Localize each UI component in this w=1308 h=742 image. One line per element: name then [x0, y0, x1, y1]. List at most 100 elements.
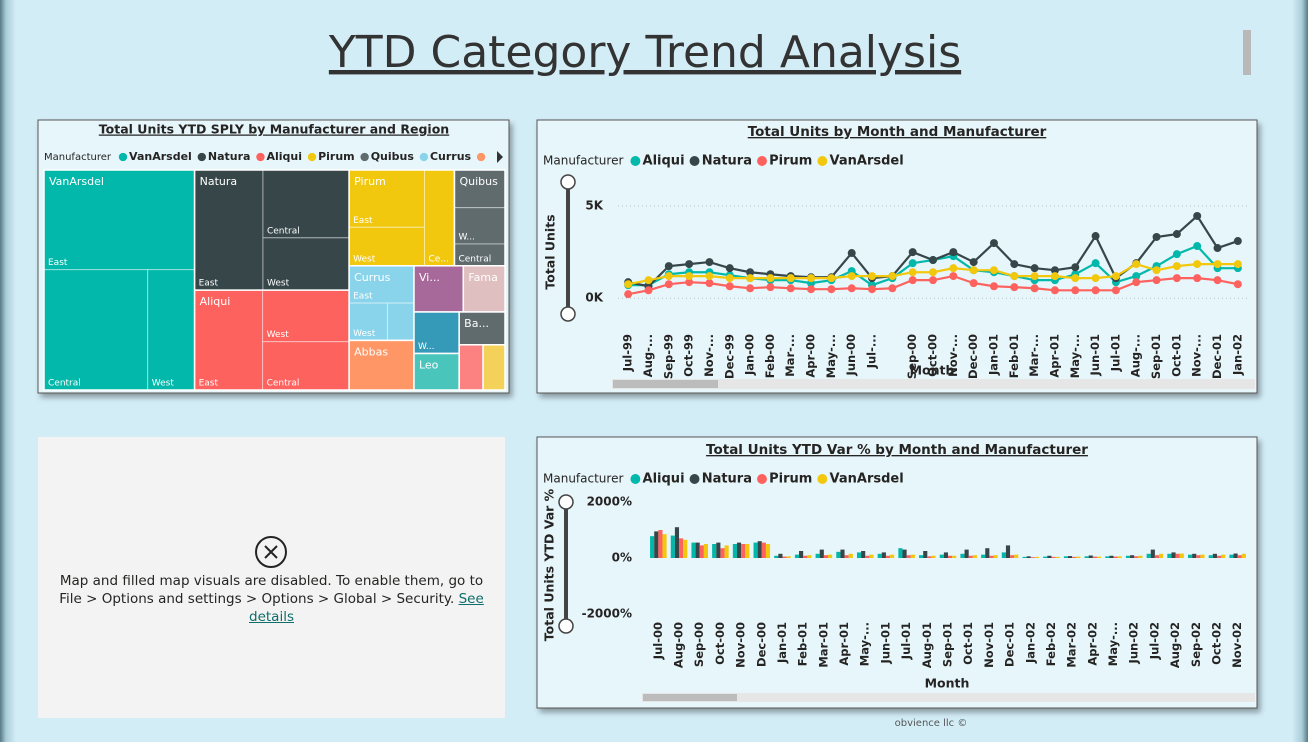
bar — [695, 542, 700, 558]
bar — [1125, 555, 1131, 558]
tile-label: W... — [458, 233, 474, 243]
x-tick-label: Jan-02 — [1023, 622, 1037, 664]
slider-handle[interactable] — [560, 174, 576, 190]
point — [847, 249, 856, 258]
bar — [807, 555, 812, 558]
x-tick-label: Feb-01 — [1007, 334, 1021, 378]
y-tick-label: 5K — [585, 198, 603, 212]
x-tick-label: Dec-00 — [754, 622, 768, 667]
bar — [1134, 556, 1139, 558]
bar — [1171, 552, 1176, 558]
bar — [848, 553, 853, 558]
legend-marker — [118, 152, 128, 162]
point — [705, 279, 714, 288]
tile-label: West — [353, 329, 376, 339]
x-tick-label: Aug-... — [641, 334, 655, 377]
tile-label: East — [48, 258, 68, 268]
point — [624, 290, 633, 299]
point — [1050, 286, 1059, 295]
bar — [745, 544, 750, 558]
x-tick-label: Dec-00 — [966, 334, 980, 379]
x-axis-title: Month — [910, 363, 955, 378]
x-tick-label: Oct-99 — [682, 334, 696, 377]
bar — [948, 555, 953, 558]
bar — [691, 542, 696, 558]
y-axis-title: Total Units — [543, 214, 558, 289]
scroll-thumb[interactable] — [643, 694, 737, 701]
group-label: Fama — [468, 271, 498, 284]
group-label: Quibus — [459, 175, 498, 188]
bar — [877, 553, 882, 558]
point — [746, 284, 755, 293]
x-tick-label: Jul-99 — [621, 334, 635, 372]
point — [1071, 286, 1080, 295]
point — [1050, 266, 1059, 275]
bar — [943, 552, 948, 558]
bar — [654, 531, 659, 558]
point — [1172, 250, 1181, 259]
x-tick-label: Jul-01 — [899, 622, 913, 660]
bar — [1022, 556, 1027, 558]
point — [1132, 272, 1141, 281]
slider-handle[interactable] — [558, 494, 574, 510]
point — [1111, 272, 1120, 281]
x-tick-label: Oct-00 — [713, 622, 727, 665]
point — [1050, 272, 1059, 281]
x-tick-label: Sep-00 — [692, 622, 706, 667]
point — [1091, 274, 1100, 283]
bar — [724, 545, 729, 558]
bar — [985, 548, 990, 558]
point — [1213, 260, 1222, 269]
bar — [1096, 556, 1102, 558]
legend-marker — [307, 152, 317, 162]
point — [746, 268, 755, 277]
slider-handle[interactable] — [558, 618, 574, 634]
bar — [1150, 549, 1155, 558]
x-tick-label: Aug-... — [1129, 334, 1143, 377]
scrollbar — [612, 379, 1255, 389]
bar-panel — [536, 436, 1258, 709]
point — [1030, 284, 1039, 293]
x-tick-label: Oct-01 — [961, 622, 975, 665]
point — [644, 286, 653, 295]
y-tick-label: 0K — [585, 291, 603, 305]
slider-handle[interactable] — [560, 306, 576, 322]
page-title: YTD Category Trend Analysis — [328, 27, 961, 78]
bar — [1105, 556, 1110, 558]
point — [1071, 263, 1080, 272]
legend-title: Manufacturer — [543, 472, 623, 486]
legend-next-arrow[interactable] — [497, 151, 503, 163]
chart-title: Total Units by Month and Manufacturer — [748, 124, 1047, 140]
point — [1010, 260, 1019, 269]
point — [1091, 259, 1100, 268]
group-label: Abbas — [354, 345, 388, 358]
bar — [1034, 556, 1040, 558]
scroll-thumb[interactable] — [613, 380, 718, 388]
treemap-tile — [43, 269, 149, 391]
bar — [1138, 555, 1143, 558]
point — [868, 285, 877, 294]
bar — [1130, 555, 1135, 558]
x-tick-label: Jan-01 — [775, 622, 789, 664]
point — [1193, 260, 1202, 269]
point — [685, 260, 694, 269]
bar — [981, 554, 986, 558]
bar — [964, 549, 969, 558]
bar — [1001, 552, 1006, 558]
bar — [658, 530, 663, 558]
point — [1193, 274, 1202, 283]
see-details-link[interactable]: See details — [249, 591, 484, 625]
bar — [1010, 555, 1015, 558]
point — [1172, 274, 1181, 283]
x-tick-label: Nov-01 — [982, 622, 996, 668]
y-tick-label: -2000% — [582, 607, 632, 621]
point — [1010, 283, 1019, 292]
legend-marker — [757, 156, 767, 166]
legend-marker — [817, 156, 828, 166]
bar — [1241, 553, 1246, 558]
point — [1111, 286, 1120, 295]
x-tick-label: Jan-02 — [1230, 334, 1244, 376]
point — [949, 264, 958, 273]
point — [1152, 232, 1161, 241]
